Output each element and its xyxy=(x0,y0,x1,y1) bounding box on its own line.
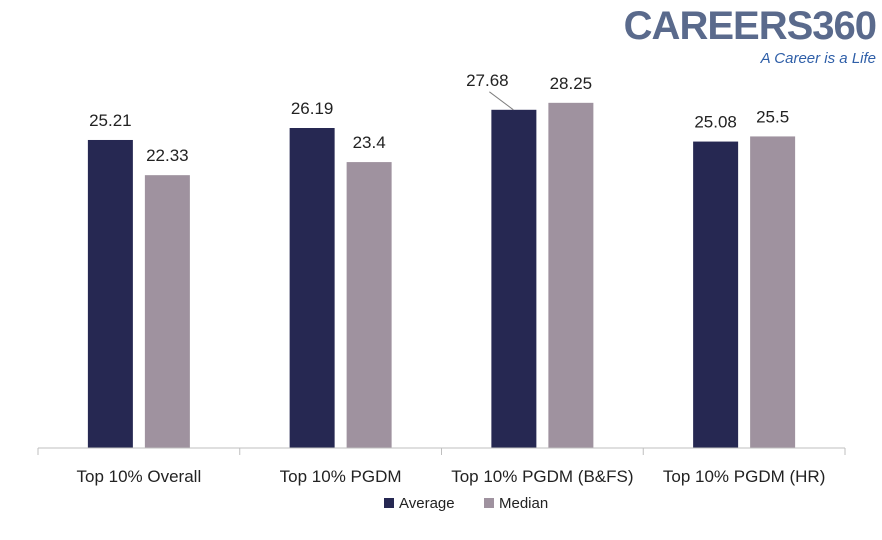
x-tick-label-3: Top 10% PGDM (HR) xyxy=(663,467,825,486)
bar-average-3 xyxy=(693,141,739,448)
bar-median-1 xyxy=(346,162,392,448)
bar-average-1 xyxy=(289,127,335,448)
data-label-average-0: 25.21 xyxy=(89,111,132,130)
data-label-median-2: 28.25 xyxy=(550,74,593,93)
legend-swatch-median xyxy=(484,498,494,508)
logo-tagline: A Career is a Life xyxy=(760,50,876,67)
bar-median-2 xyxy=(548,102,594,449)
legend-swatch-average xyxy=(384,498,394,508)
bar-average-0 xyxy=(87,139,133,448)
bar-median-3 xyxy=(750,136,796,448)
data-label-average-3: 25.08 xyxy=(694,113,737,132)
leader-line-average-2 xyxy=(489,91,514,111)
x-tick-label-2: Top 10% PGDM (B&FS) xyxy=(451,467,633,486)
logo-wordmark: CAREERS360 xyxy=(623,4,877,48)
bar-average-2 xyxy=(491,109,537,448)
data-label-median-0: 22.33 xyxy=(146,146,189,165)
x-tick-label-0: Top 10% Overall xyxy=(77,467,202,486)
careers360-logo: CAREERS360 A Career is a Life xyxy=(624,4,879,70)
legend-label-median: Median xyxy=(499,495,548,512)
legend-label-average: Average xyxy=(399,495,455,512)
data-label-median-1: 23.4 xyxy=(353,133,386,152)
bar-median-0 xyxy=(144,175,190,448)
data-label-average-2: 27.68 xyxy=(466,71,509,90)
data-label-median-3: 25.5 xyxy=(756,107,789,126)
x-tick-label-1: Top 10% PGDM xyxy=(280,467,402,486)
data-label-average-1: 26.19 xyxy=(291,99,334,118)
